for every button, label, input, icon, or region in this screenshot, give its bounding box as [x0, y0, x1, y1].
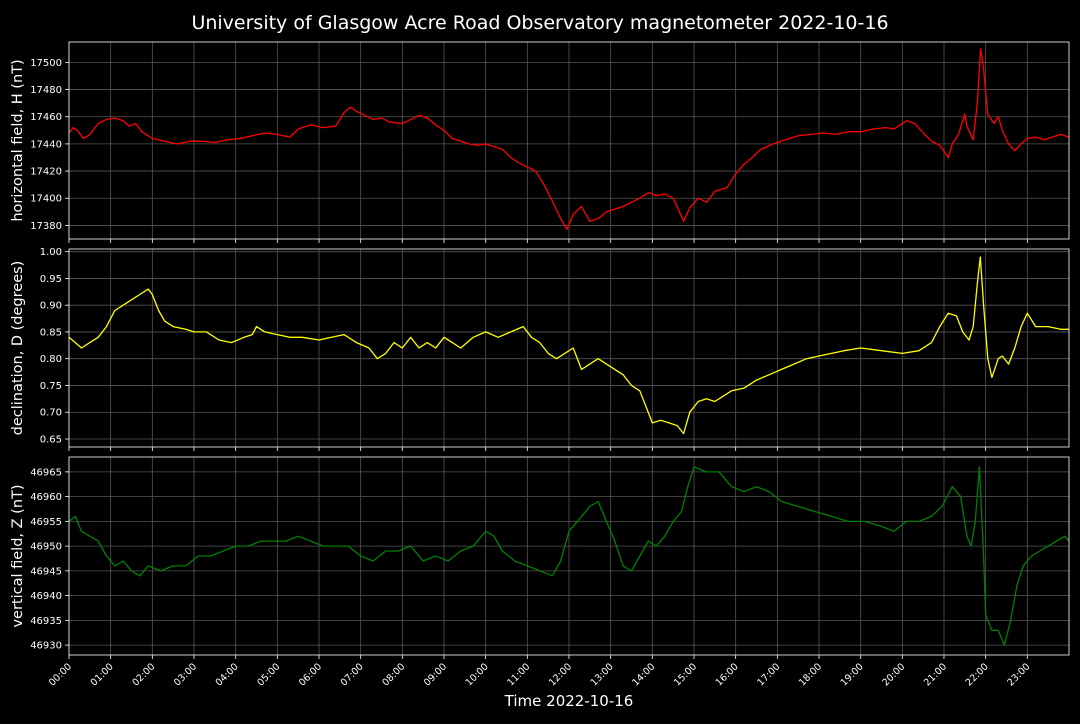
panel-1: 17380 17400 17420 17440 17460 17480 17500 horiz…: [10, 41, 1070, 243]
x-axis-label: Time 2022-10-16: [504, 692, 634, 710]
series-line-2: [68, 256, 1069, 435]
y-tick-label: 0.65: [40, 434, 62, 445]
y-tick-label: 46955: [30, 517, 62, 528]
y-tick-label: 46930: [30, 641, 62, 652]
y-tick-label: 17400: [30, 194, 62, 205]
y-tick-label: 46950: [30, 542, 62, 553]
y-tick-label: 0.90: [40, 301, 62, 312]
panel-frame: [68, 456, 1070, 656]
y-tick-label: 46945: [30, 566, 62, 577]
chart-title: University of Glasgow Acre Road Observat…: [191, 12, 888, 34]
y-tick-label: 17440: [30, 139, 62, 150]
y-tick-label: 0.85: [40, 327, 62, 338]
y-tick-label: 1.00: [40, 247, 62, 258]
series-line-1: [68, 48, 1070, 231]
y-axis-label: vertical field, Z (nT): [10, 484, 26, 627]
y-tick-label: 46935: [30, 616, 62, 627]
y-tick-label: 17500: [30, 58, 62, 69]
y-tick-label: 0.95: [40, 274, 62, 285]
y-tick-label: 17420: [30, 167, 62, 178]
y-tick-label: 46965: [30, 467, 62, 478]
panel-frame: [68, 248, 1070, 448]
y-tick-label: 17480: [30, 85, 62, 96]
panel-frame: [68, 41, 1070, 240]
y-tick-label: 46960: [30, 492, 62, 503]
y-axis-label: horizontal field, H (nT): [10, 59, 26, 221]
y-tick-label: 0.70: [40, 408, 62, 419]
y-tick-label: 0.75: [40, 381, 62, 392]
y-tick-label: 46940: [30, 591, 62, 602]
y-tick-label: 17460: [30, 112, 62, 123]
y-axis-label: declination, D (degrees): [10, 261, 26, 436]
panels-layer: 17380 17400 17420 17440 17460 17480 17500 horiz…: [10, 41, 1070, 688]
panel-2: 0.65 0.70 0.75 0.80 0.85 0.90 0.95 1.00 declinat…: [10, 247, 1070, 451]
series-line-3: [68, 466, 1070, 646]
y-tick-label: 17380: [30, 221, 62, 232]
y-tick-label: 0.80: [40, 354, 62, 365]
